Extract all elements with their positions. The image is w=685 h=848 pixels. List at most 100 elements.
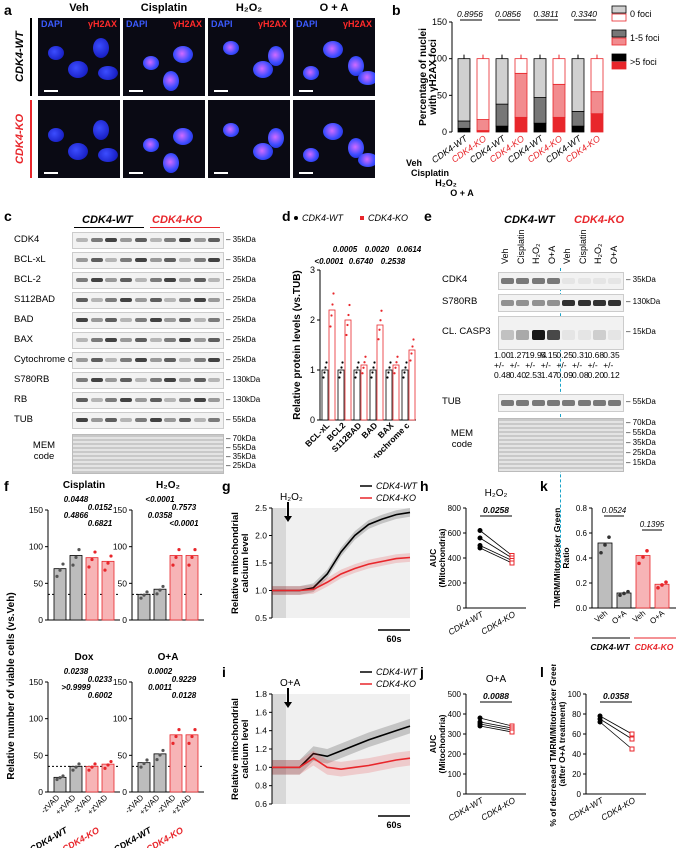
data-point [347,313,350,317]
blot-band [208,378,221,382]
x-group-label: H₂O₂ [435,178,457,188]
stimulus-region [272,694,410,804]
blot-strip [72,332,224,349]
nucleus [48,46,64,60]
p-value: 0.3811 [533,9,559,19]
p-value: 0.3340 [571,9,597,19]
blot-band [193,298,206,302]
arrow-head [284,702,292,708]
panel-k-chart: 0.0 0.2 0.4 0.6 0.8 TMRM/Mitotracker Green Rat… [552,504,676,652]
y-tick-label: 0.6 [255,799,267,809]
y-axis-label: (Mitochondria) [437,528,447,587]
p-value: 0.6821 [88,519,113,528]
lane-label: Cisplatin [577,229,588,264]
pair-line [479,530,513,556]
y-tick-label: 80 [572,710,581,719]
blot-row-label: S780RB [14,374,50,385]
data-point [372,366,375,369]
nucleus [348,138,364,158]
bar [337,369,345,421]
data-point [405,361,408,364]
data-point [322,376,325,379]
data-point [393,372,396,375]
quant-value: 0.31 [572,350,589,360]
blot-band [149,278,162,282]
panel-j-label: j [420,664,424,680]
data-point [171,741,175,745]
blot-band [193,338,206,342]
y-tick-label: 0.4 [576,554,588,563]
blot-band [178,398,191,402]
y-axis-label: TMRM/Mitotracker Green [552,508,562,609]
y-axis-label: Relative protein levels (vs.TUB) [292,270,303,420]
blot-row-label: BCL-xL [14,254,46,265]
data-point [106,763,110,767]
x-label: O+A [610,608,629,626]
blot-row-label: CL. CASP3 [442,326,491,337]
lane-label: Cisplatin [515,229,526,264]
subplot-title: H₂O₂ [485,488,508,499]
scale-bar [214,90,228,92]
blot-band [76,378,88,382]
blot-band [531,300,545,306]
blot-band [531,400,545,406]
y-tick-label: 150 [113,505,127,515]
pair-line [479,723,513,731]
data-point [109,760,113,764]
y-tick-label: 20 [572,770,581,779]
gh2ax-label: γH2AX [172,19,202,29]
p-value: <0.0001 [314,257,344,266]
data-point [87,565,91,569]
legend-label: CDK4-KO [376,679,416,689]
kda-marker: – 35kDa [226,452,256,461]
y-tick-label: 1.8 [255,689,267,699]
baseline-region [272,694,286,804]
blot-band [193,318,206,322]
y-tick-label: 800 [448,504,462,513]
blot-band [149,318,162,322]
quant-value: 0.12 [603,370,620,380]
blot-band [149,238,162,242]
pair-line [479,545,513,561]
data-point [139,765,143,769]
data-point [139,596,143,600]
blot-strip [72,272,224,289]
blot-band [562,330,576,340]
stimulus-region [272,508,410,618]
data-point [386,376,389,379]
bar [408,349,416,421]
p-value: 0.0358 [148,511,173,520]
blot-band [120,238,133,242]
stacked-bar-segment [533,58,547,98]
kda-marker: – 35kDa [226,235,256,244]
data-point [645,548,649,553]
blot-band [164,258,177,262]
stimulus-label: O+A [280,678,301,689]
data-point [77,548,81,552]
stimulus-label: H₂O₂ [280,492,303,503]
kda-marker: – 25kDa [226,295,256,304]
blot-band [76,318,88,322]
data-point [403,371,406,374]
dapi-label: DAPI [126,19,148,29]
y-tick-label: 2.5 [255,503,267,513]
blot-band [134,338,147,342]
data-point [361,372,364,375]
blot-band [134,318,147,322]
bar [185,734,199,793]
data-point [190,734,194,739]
micrograph-tile [38,100,120,178]
y-tick-label: 0 [457,604,462,613]
blot-band [149,398,162,402]
y-axis-label: calcium level [240,719,251,778]
blot-row-label: RB [14,394,28,405]
y-tick-label: 100 [568,690,582,699]
kda-marker: – 130kDa [226,375,261,384]
data-point [103,568,107,572]
scale-bar [299,90,313,92]
blot-band [178,338,191,342]
blot-band [120,418,133,422]
y-tick-label: 0 [310,415,315,425]
stacked-bar-segment [495,103,509,127]
